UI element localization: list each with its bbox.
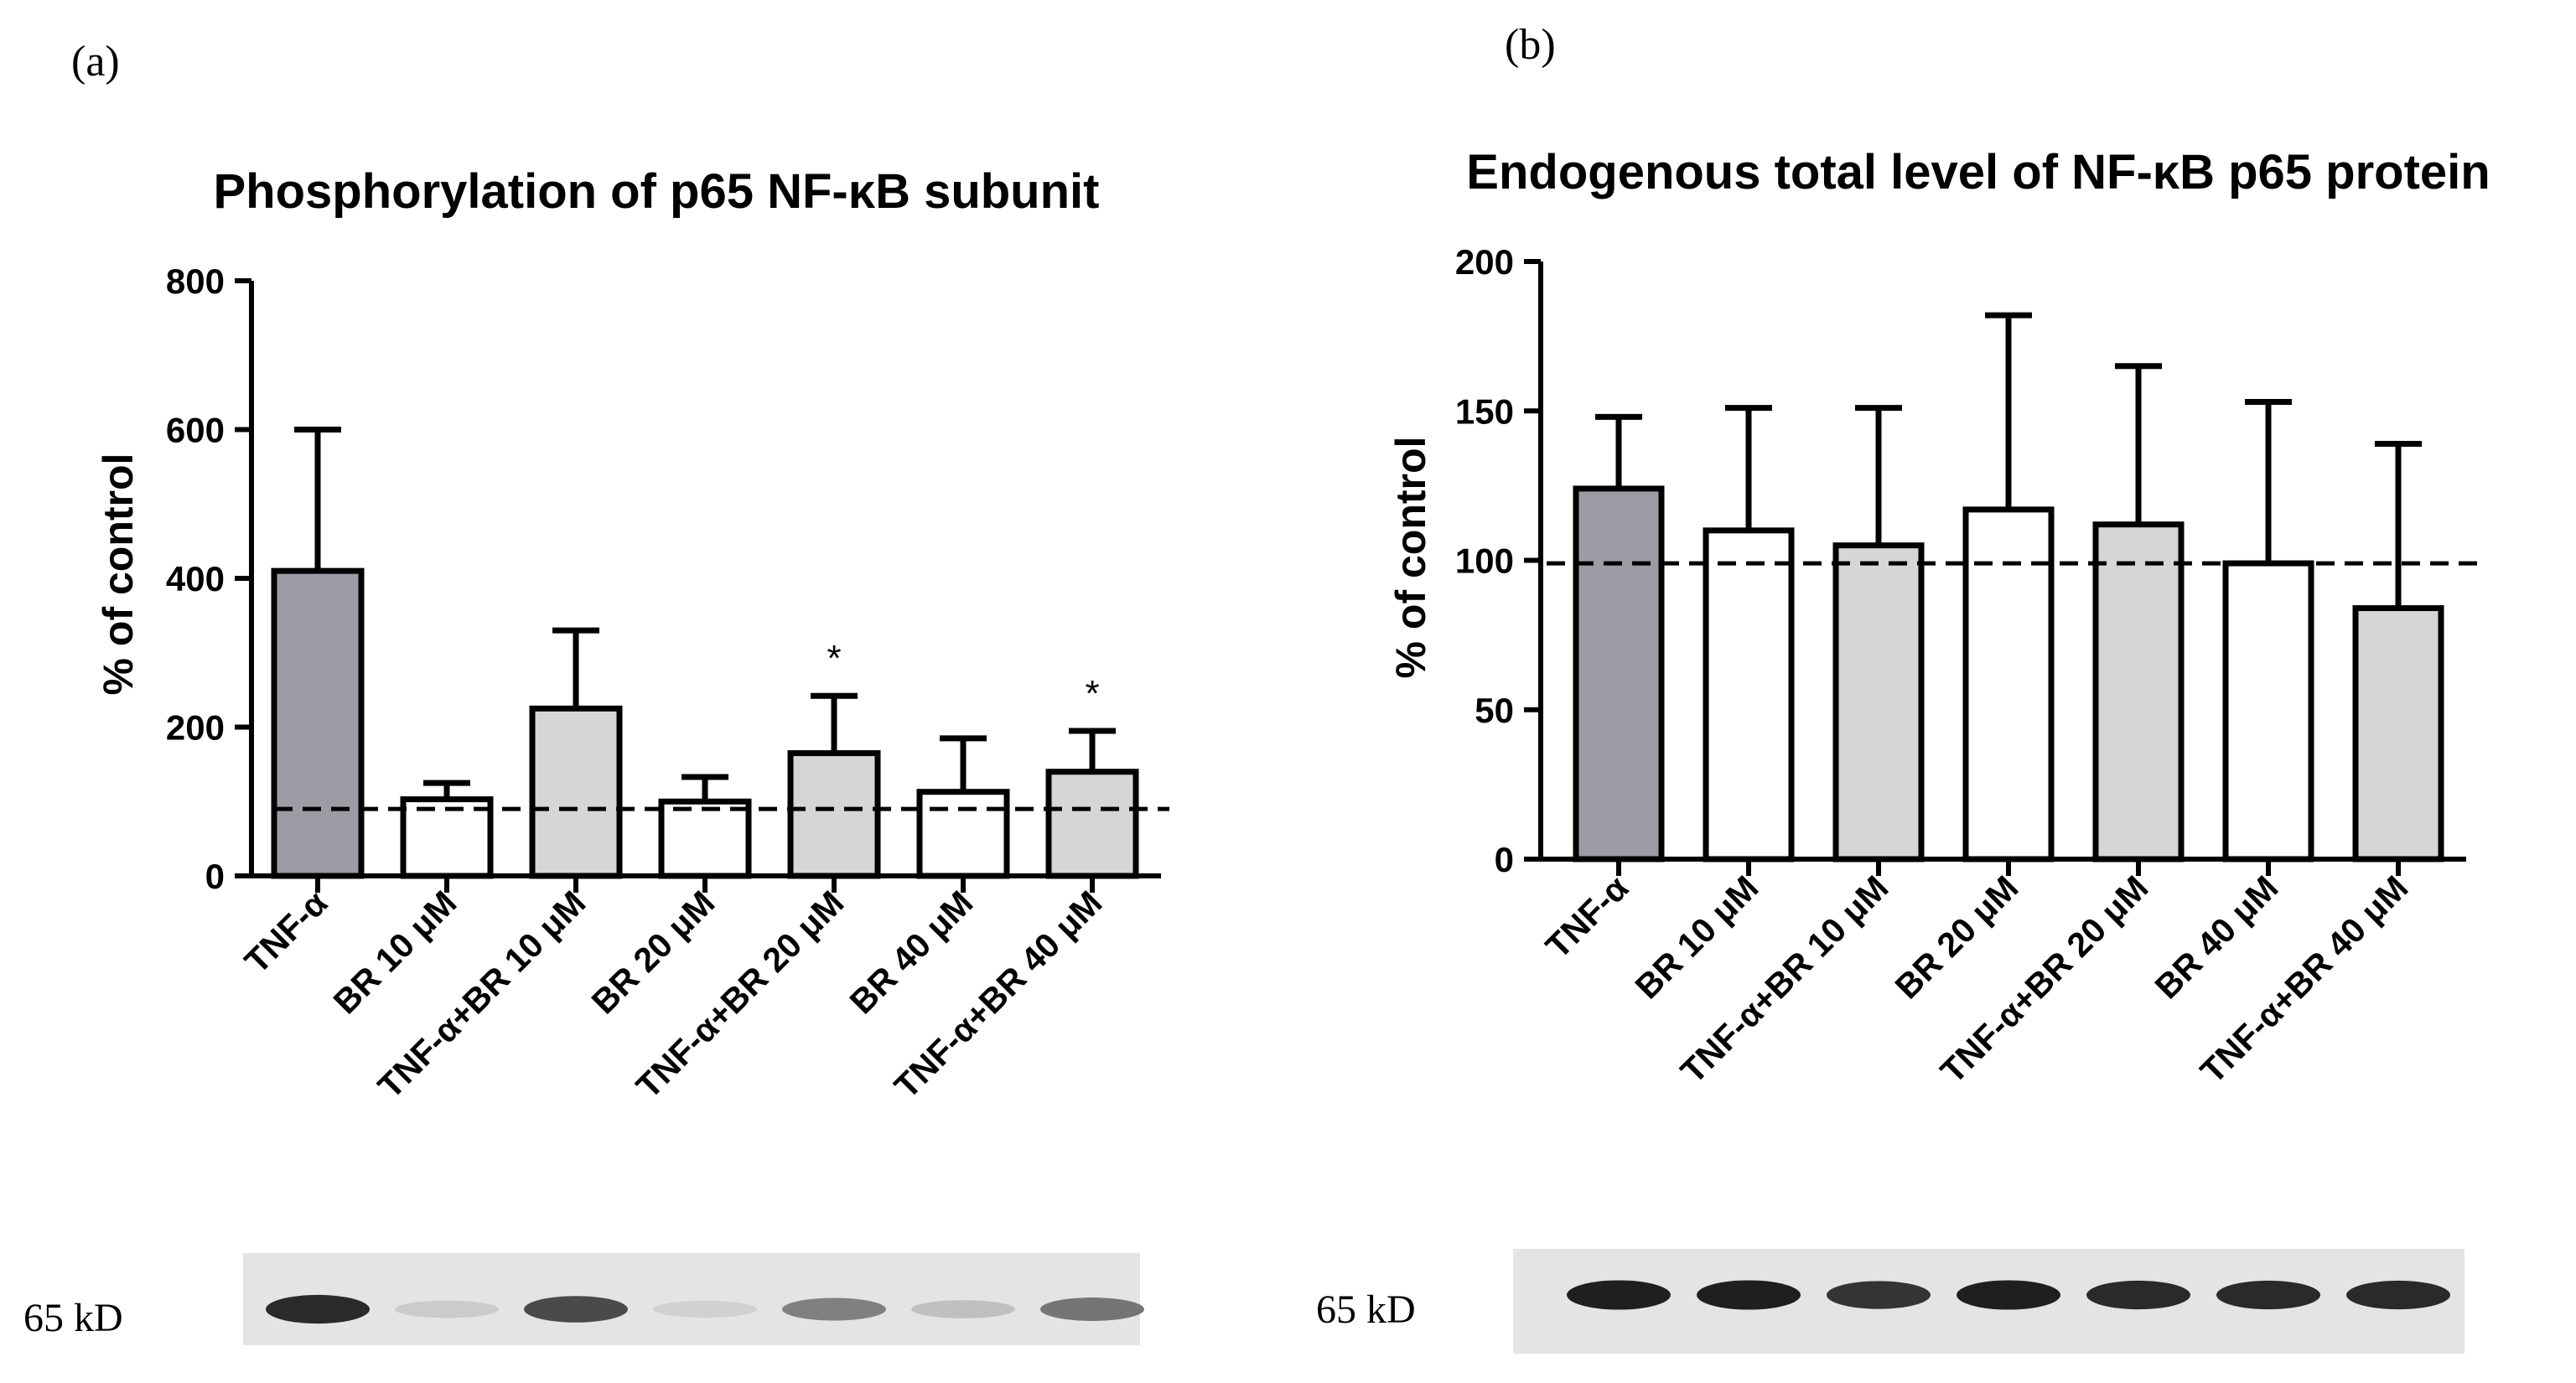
- bar: [1832, 542, 1925, 862]
- significance-marker: *: [827, 638, 841, 679]
- chart-a-y-axis-label: % of control: [95, 453, 142, 696]
- panel-a-label: (a): [71, 38, 120, 85]
- bar: [2222, 560, 2314, 862]
- category-label: BR 20 μM: [584, 883, 723, 1022]
- blot-band: [2346, 1280, 2450, 1310]
- blot-band: [911, 1300, 1015, 1318]
- blot-band: [1040, 1298, 1144, 1321]
- panel-b-label: (b): [1505, 21, 1556, 69]
- bar: [2092, 521, 2185, 862]
- significance-marker: *: [1085, 673, 1099, 714]
- y-tick-label: 0: [205, 857, 225, 896]
- blot-band: [524, 1296, 628, 1323]
- category-label: BR 40 μM: [842, 883, 981, 1022]
- blot-band: [2086, 1280, 2190, 1310]
- category-label: BR 40 μM: [2148, 868, 2286, 1007]
- blot-band: [1827, 1281, 1931, 1309]
- y-tick-label: 200: [1455, 242, 1514, 282]
- y-tick-label: 0: [1495, 840, 1514, 879]
- blot-band: [266, 1294, 370, 1324]
- panel-a-chart: Phosphorylation of p65 NF-κB subunit % o…: [23, 164, 1169, 1345]
- blot-band: [395, 1300, 499, 1318]
- chart-a-title: Phosphorylation of p65 NF-κB subunit: [214, 164, 1100, 219]
- bar: [1045, 769, 1139, 879]
- category-label: BR 10 μM: [326, 883, 464, 1022]
- bar: [529, 705, 623, 879]
- bar: [1962, 506, 2055, 862]
- blot-b-label: 65 kD: [1316, 1287, 1416, 1332]
- bar: [2352, 605, 2444, 862]
- bar: [1573, 485, 1665, 862]
- blot-background: [243, 1253, 1140, 1345]
- bar: [658, 798, 752, 879]
- bar: [787, 750, 881, 879]
- category-label: TNF-α: [237, 883, 334, 981]
- bar: [271, 567, 365, 879]
- category-label: BR 10 μM: [1628, 868, 1766, 1007]
- category-label: TNF-α: [1538, 868, 1635, 966]
- bar: [916, 789, 1010, 879]
- western-blot-b: [1513, 1249, 2465, 1354]
- y-tick-label: 800: [166, 262, 225, 301]
- category-label: BR 20 μM: [1888, 868, 2026, 1007]
- y-tick-label: 100: [1455, 541, 1514, 581]
- blot-a-label: 65 kD: [23, 1296, 123, 1340]
- y-tick-label: 600: [166, 411, 225, 450]
- blot-band: [1697, 1280, 1801, 1310]
- blot-band: [2216, 1280, 2320, 1310]
- blot-band: [1567, 1280, 1671, 1310]
- y-tick-label: 50: [1475, 691, 1514, 730]
- y-tick-label: 200: [166, 708, 225, 748]
- blot-band: [1957, 1280, 2060, 1310]
- y-tick-label: 150: [1455, 391, 1514, 431]
- bar: [1703, 527, 1795, 862]
- western-blot-a: [243, 1253, 1144, 1345]
- chart-b-title: Endogenous total level of NF-κB p65 prot…: [1466, 145, 2490, 199]
- blot-band: [782, 1298, 886, 1321]
- chart-b-y-axis-label: % of control: [1387, 437, 1434, 679]
- y-tick-label: 400: [166, 559, 225, 598]
- panel-b-chart: Endogenous total level of NF-κB p65 prot…: [1316, 145, 2490, 1354]
- blot-band: [653, 1300, 757, 1318]
